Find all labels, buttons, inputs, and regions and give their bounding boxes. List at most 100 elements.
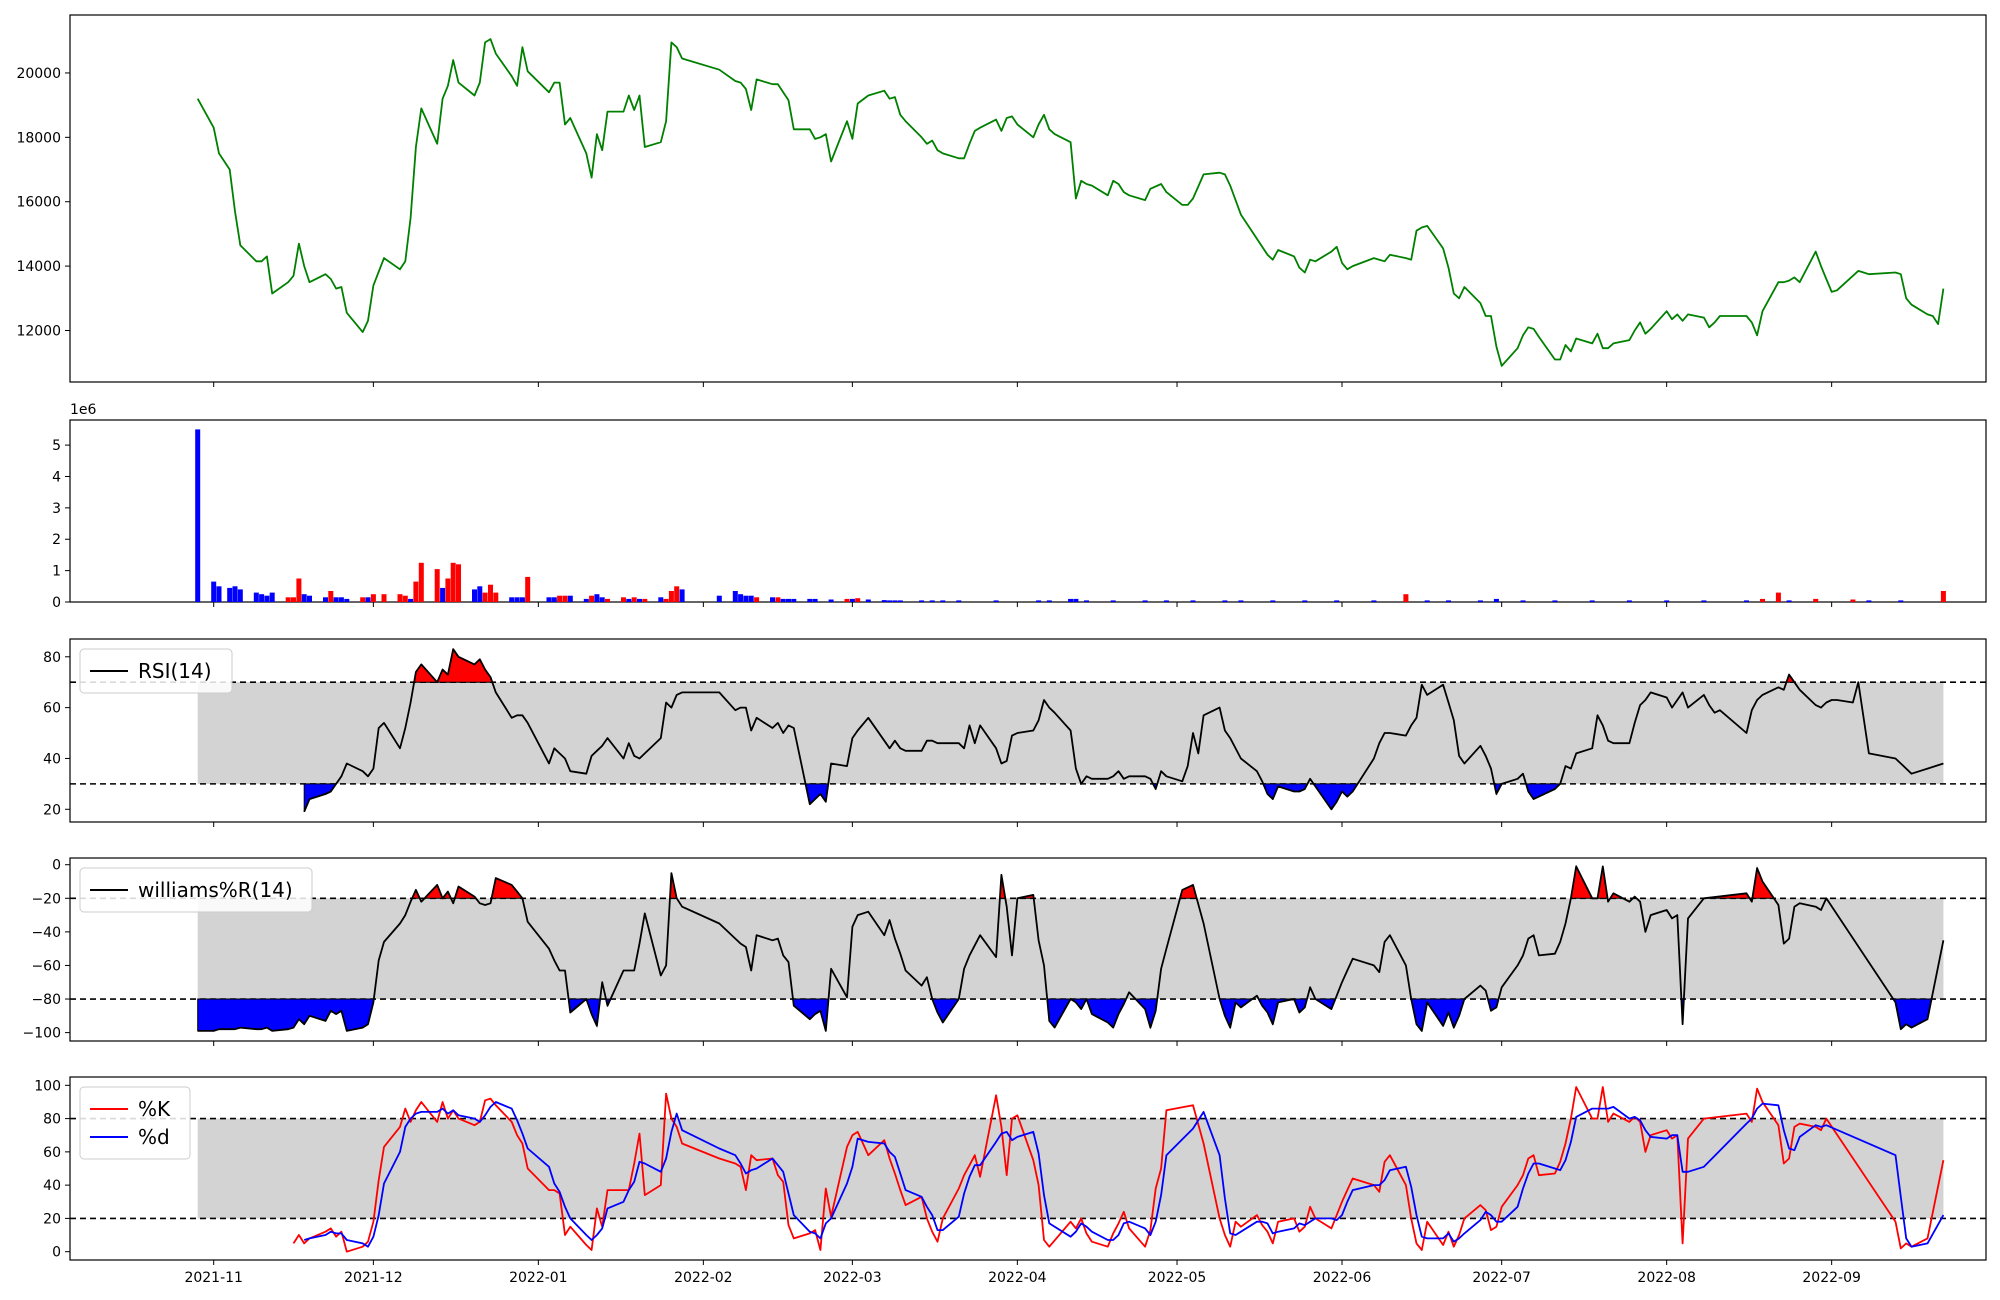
volume-bar xyxy=(1940,591,1946,602)
volume-bar xyxy=(1589,600,1595,602)
volume-bar xyxy=(1036,600,1042,602)
oversold-fill xyxy=(197,998,375,1032)
volume-bar xyxy=(408,598,414,602)
y-tick-label: 100 xyxy=(34,1078,61,1094)
y-tick-label: 80 xyxy=(43,650,61,666)
volume-bar xyxy=(1068,598,1074,602)
volume-bar xyxy=(1270,600,1276,602)
volume-bar xyxy=(195,429,201,602)
williams-line xyxy=(197,865,1945,1032)
volume-bar xyxy=(253,592,259,602)
volume-bar xyxy=(743,595,749,602)
x-tick-label: 2022-09 xyxy=(1802,1270,1861,1286)
volume-bar xyxy=(637,598,642,602)
volume-bar xyxy=(892,600,898,602)
volume-bar xyxy=(631,597,637,602)
volume-bar xyxy=(1786,600,1792,602)
volume-bar xyxy=(488,584,493,602)
volume-bar xyxy=(807,598,813,602)
y-tick-label: 16000 xyxy=(16,195,61,211)
y-tick-label: 0 xyxy=(52,595,61,611)
legend-label: %K xyxy=(138,1097,171,1121)
y-tick-label: 18000 xyxy=(16,130,61,146)
y-tick-label: 20000 xyxy=(16,66,61,82)
volume-bar xyxy=(770,597,775,602)
volume-bar xyxy=(1084,600,1089,602)
volume-bar xyxy=(445,578,451,602)
volume-bar xyxy=(259,594,265,602)
volume-bar xyxy=(397,594,403,602)
volume-bar xyxy=(1898,600,1904,602)
volume-bar xyxy=(307,595,312,602)
y-tick-label: −40 xyxy=(31,925,61,941)
volume-bar xyxy=(227,587,233,602)
volume-bar xyxy=(519,597,525,602)
volume-bar xyxy=(1850,599,1856,602)
volume-bar xyxy=(828,599,834,602)
volume-bar xyxy=(1520,600,1526,602)
volume-bar xyxy=(732,591,738,602)
volume-bar xyxy=(1163,600,1169,602)
volume-bar xyxy=(402,595,408,602)
volume-bar xyxy=(1073,598,1079,602)
volume-bar xyxy=(557,595,563,602)
volume-bar xyxy=(1775,592,1781,602)
volume-bar xyxy=(269,592,275,602)
x-tick-label: 2021-11 xyxy=(184,1270,243,1286)
volume-bar xyxy=(264,595,270,602)
volume-bar xyxy=(493,592,499,602)
volume-bar xyxy=(551,597,557,602)
y-tick-label: 80 xyxy=(43,1112,61,1128)
volume-bar xyxy=(1046,600,1052,602)
volume-bar xyxy=(791,598,797,602)
volume-bar xyxy=(440,587,446,602)
legend-label: williams%R(14) xyxy=(138,878,293,902)
volume-bar xyxy=(509,597,515,602)
volume-bar xyxy=(477,586,483,602)
legend-box xyxy=(79,1086,191,1160)
volume-bar xyxy=(605,598,610,602)
volume-bar xyxy=(338,597,344,602)
volume-bar xyxy=(546,597,552,602)
x-tick-label: 2022-07 xyxy=(1472,1270,1531,1286)
volume-bar xyxy=(381,594,387,602)
y-tick-label: 40 xyxy=(43,751,61,767)
y-tick-label: −60 xyxy=(31,958,61,974)
panel-4-frame xyxy=(69,1076,1987,1261)
volume-bar xyxy=(993,600,999,602)
volume-bar xyxy=(1334,600,1340,602)
x-tick-label: 2022-06 xyxy=(1313,1270,1372,1286)
rsi-line xyxy=(303,648,1944,813)
legend-box xyxy=(79,867,313,913)
volume-bar xyxy=(865,599,871,602)
x-tick-label: 2022-02 xyxy=(674,1270,733,1286)
y-tick-label: −80 xyxy=(31,992,61,1008)
volume-bar xyxy=(855,598,861,602)
volume-bar xyxy=(450,562,456,602)
volume-bar xyxy=(365,597,371,602)
y-tick-label: 0 xyxy=(52,858,61,874)
x-tick-label: 2022-04 xyxy=(988,1270,1047,1286)
volume-bar xyxy=(301,594,307,602)
volume-bar xyxy=(1744,600,1749,602)
volume-bar xyxy=(786,598,791,602)
volume-bar xyxy=(940,600,946,602)
y-tick-label: 2 xyxy=(52,532,61,548)
volume-bar xyxy=(849,598,855,602)
neutral-band xyxy=(197,898,1944,1000)
volume-bar xyxy=(562,595,568,602)
stoch-d-line xyxy=(303,1101,1945,1248)
volume-bar xyxy=(1552,600,1558,602)
stoch-k-line xyxy=(292,1086,1945,1253)
volume-bar xyxy=(663,598,669,602)
volume-bar xyxy=(232,586,238,602)
volume-bar xyxy=(626,598,632,602)
volume-bar xyxy=(956,600,962,602)
legend-label: %d xyxy=(138,1125,170,1149)
volume-bar xyxy=(1477,600,1483,602)
y-tick-label: 60 xyxy=(43,1145,61,1161)
volume-bar xyxy=(621,597,626,602)
volume-bar xyxy=(812,598,818,602)
